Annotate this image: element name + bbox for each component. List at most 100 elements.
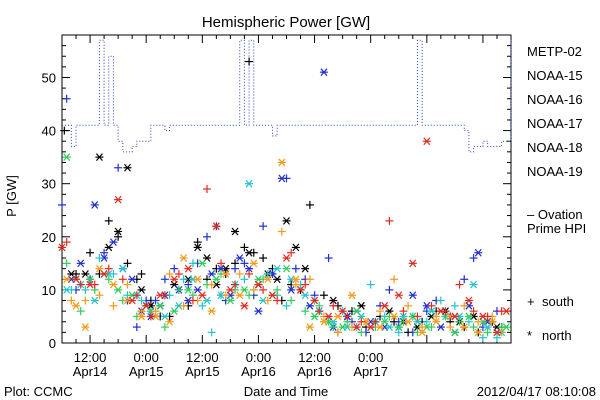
south-point (202, 185, 211, 193)
south-point (60, 126, 69, 135)
north-point (418, 328, 427, 337)
north-point (198, 259, 207, 268)
south-point (207, 280, 216, 289)
north-point (338, 323, 347, 331)
north-point (72, 301, 81, 310)
south-point (137, 269, 146, 278)
north-point (432, 317, 441, 326)
plot-credit: Plot: CCMC (4, 384, 73, 399)
north-point (464, 312, 473, 321)
south-point (123, 280, 132, 289)
north-point (474, 328, 483, 337)
south-point (202, 232, 211, 241)
south-point (86, 248, 95, 257)
north-point (408, 259, 417, 268)
south-point (188, 259, 197, 268)
y-tick-label: 30 (42, 177, 56, 192)
north-point (436, 307, 445, 316)
north-point (408, 291, 417, 300)
south-point (305, 275, 314, 284)
south-point (366, 280, 375, 289)
south-point (137, 296, 146, 305)
south-point (460, 275, 469, 284)
plot-timestamp: 2012/04/17 08:10:08 (477, 384, 596, 399)
north-point (310, 296, 319, 305)
legend-entry: NOAA-15 (527, 68, 583, 83)
north-point (352, 323, 361, 331)
south-point (492, 333, 501, 342)
north-point (118, 264, 127, 273)
north-point (212, 222, 221, 231)
north-point (109, 280, 118, 289)
north-point (450, 328, 459, 337)
north-point (193, 275, 202, 284)
ovation-prime-hpi-line (62, 39, 512, 153)
data-points-layer (58, 57, 511, 342)
north-point (488, 317, 497, 326)
south-point (76, 307, 85, 316)
south-point (291, 280, 300, 289)
south-point (245, 291, 254, 300)
south-point (217, 259, 226, 268)
south-point (343, 312, 352, 321)
north-point (95, 153, 104, 162)
south-point (114, 163, 123, 172)
south-point (179, 275, 188, 284)
south-point (245, 57, 254, 66)
south-point (427, 301, 436, 310)
south-point (109, 301, 118, 310)
x-tick-date: Apr16 (297, 364, 332, 379)
north-point (319, 68, 328, 77)
north-point (273, 264, 282, 273)
y-tick-labels: 0 10 20 30 40 50 (42, 70, 56, 351)
ovation-label-line2: Prime HPI (527, 221, 586, 236)
north-point (62, 275, 71, 284)
marker-legend-label: south (542, 294, 574, 309)
north-point (128, 296, 137, 305)
south-point (151, 307, 160, 316)
north-point (352, 307, 361, 316)
south-point (315, 307, 324, 316)
north-point (193, 243, 202, 252)
x-tick-time: 0:00 (358, 350, 383, 365)
south-point (436, 296, 445, 305)
south-point (118, 275, 127, 284)
north-point (137, 312, 146, 321)
south-point (455, 280, 464, 289)
south-point (282, 301, 291, 310)
south-point (76, 280, 85, 289)
north-point (464, 296, 473, 305)
x-tick-date: Apr15 (185, 364, 220, 379)
south-point (273, 285, 282, 294)
south-point (474, 317, 483, 326)
x-tick-time: 12:00 (186, 350, 219, 365)
south-point (478, 333, 487, 342)
north-point (376, 323, 385, 331)
north-point (254, 280, 263, 289)
south-point (62, 259, 71, 268)
south-point (399, 307, 408, 316)
north-point (231, 227, 240, 236)
north-point (198, 291, 207, 300)
x-tick-time: 12:00 (298, 350, 331, 365)
north-point (184, 264, 193, 273)
ovation-line-layer (62, 39, 512, 153)
series-legend: METP-02 NOAA-15 NOAA-16 NOAA-17 NOAA-18 NOAA-… (527, 44, 583, 179)
south-point (329, 323, 338, 332)
north-point (277, 174, 286, 183)
north-point (156, 301, 165, 310)
plot-frame (61, 34, 512, 344)
south-point (188, 296, 197, 305)
north-point (86, 280, 95, 289)
south-point (376, 307, 385, 316)
south-point (422, 317, 431, 326)
south-point (95, 291, 104, 300)
south-point (413, 312, 422, 321)
north-point (128, 275, 137, 284)
north-point (404, 317, 413, 326)
south-point (469, 254, 478, 263)
south-point (319, 291, 328, 300)
plot-axes (61, 34, 512, 344)
x-tick-labels: 12:00Apr140:00Apr1512:00Apr150:00Apr1612… (73, 350, 388, 379)
north-point (62, 153, 71, 162)
